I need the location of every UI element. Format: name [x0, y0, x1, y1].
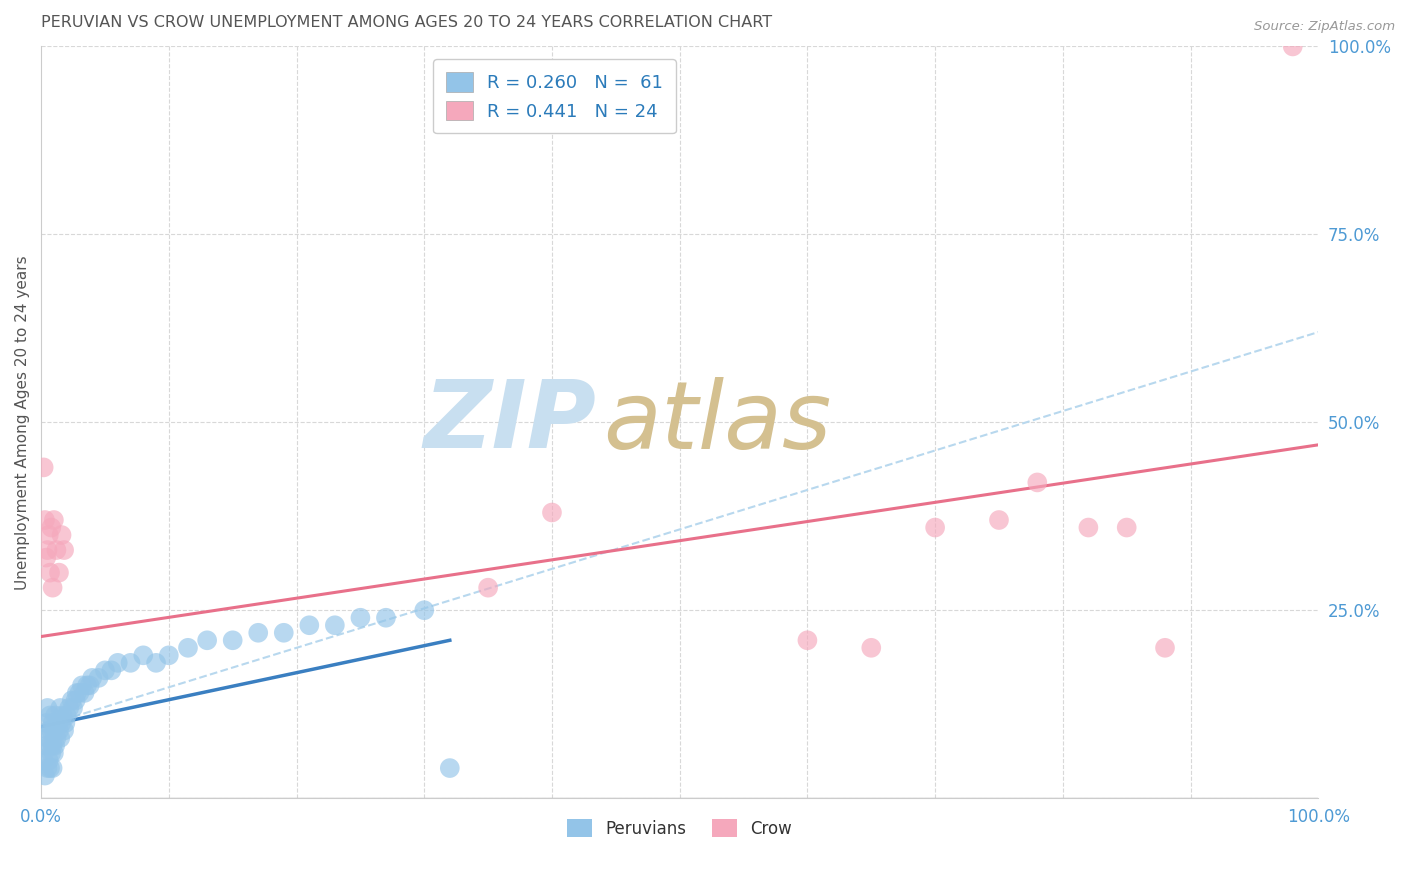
- Point: [37, 761, 59, 775]
- Point: [53, 543, 76, 558]
- Point: [38, 723, 60, 738]
- Point: [39, 739, 62, 753]
- Point: [195, 633, 218, 648]
- Point: [58, 701, 80, 715]
- Point: [39, 708, 62, 723]
- Point: [44, 739, 66, 753]
- Point: [49, 731, 72, 745]
- Point: [73, 686, 96, 700]
- Point: [39, 761, 62, 775]
- Point: [48, 566, 70, 580]
- Text: Source: ZipAtlas.com: Source: ZipAtlas.com: [1254, 20, 1395, 33]
- Point: [79, 678, 101, 692]
- Point: [323, 618, 346, 632]
- Point: [37, 543, 59, 558]
- Point: [35, 550, 58, 565]
- Point: [41, 746, 63, 760]
- Point: [1077, 520, 1099, 534]
- Point: [41, 723, 63, 738]
- Point: [41, 581, 63, 595]
- Point: [55, 708, 77, 723]
- Text: PERUVIAN VS CROW UNEMPLOYMENT AMONG AGES 20 TO 24 YEARS CORRELATION CHART: PERUVIAN VS CROW UNEMPLOYMENT AMONG AGES…: [41, 15, 772, 30]
- Point: [37, 731, 59, 745]
- Point: [1281, 39, 1303, 54]
- Point: [273, 625, 295, 640]
- Point: [41, 761, 63, 775]
- Point: [39, 566, 62, 580]
- Point: [247, 625, 270, 640]
- Point: [32, 460, 55, 475]
- Point: [42, 513, 65, 527]
- Point: [49, 701, 72, 715]
- Point: [42, 746, 65, 760]
- Point: [94, 664, 117, 678]
- Y-axis label: Unemployment Among Ages 20 to 24 years: Unemployment Among Ages 20 to 24 years: [15, 255, 30, 590]
- Point: [177, 640, 200, 655]
- Point: [374, 611, 396, 625]
- Point: [349, 611, 371, 625]
- Point: [924, 520, 946, 534]
- Point: [76, 678, 98, 692]
- Point: [298, 618, 321, 632]
- Point: [60, 693, 83, 707]
- Text: atlas: atlas: [603, 376, 831, 467]
- Point: [1026, 475, 1049, 490]
- Point: [157, 648, 180, 663]
- Point: [221, 633, 243, 648]
- Point: [413, 603, 436, 617]
- Point: [41, 716, 63, 731]
- Point: [46, 716, 69, 731]
- Point: [100, 664, 122, 678]
- Point: [44, 708, 66, 723]
- Point: [145, 656, 167, 670]
- Point: [37, 701, 59, 715]
- Legend: Peruvians, Crow: Peruvians, Crow: [560, 811, 800, 847]
- Point: [53, 723, 76, 738]
- Point: [34, 513, 56, 527]
- Point: [38, 754, 60, 768]
- Point: [107, 656, 129, 670]
- Point: [796, 633, 818, 648]
- Point: [120, 656, 142, 670]
- Point: [35, 716, 58, 731]
- Point: [62, 701, 84, 715]
- Point: [41, 739, 63, 753]
- Point: [51, 716, 73, 731]
- Point: [41, 520, 63, 534]
- Point: [53, 716, 76, 731]
- Point: [51, 528, 73, 542]
- Point: [66, 686, 89, 700]
- Point: [34, 768, 56, 782]
- Point: [42, 723, 65, 738]
- Point: [48, 723, 70, 738]
- Point: [38, 528, 60, 542]
- Point: [35, 739, 58, 753]
- Point: [70, 678, 93, 692]
- Point: [45, 731, 67, 745]
- Point: [65, 693, 87, 707]
- Point: [541, 506, 564, 520]
- Point: [988, 513, 1011, 527]
- Point: [132, 648, 155, 663]
- Point: [1154, 640, 1177, 655]
- Point: [87, 671, 110, 685]
- Point: [439, 761, 461, 775]
- Point: [860, 640, 883, 655]
- Point: [1115, 520, 1137, 534]
- Point: [67, 686, 90, 700]
- Point: [52, 708, 75, 723]
- Point: [477, 581, 499, 595]
- Point: [82, 671, 104, 685]
- Point: [45, 543, 67, 558]
- Point: [32, 754, 55, 768]
- Text: ZIP: ZIP: [423, 376, 596, 468]
